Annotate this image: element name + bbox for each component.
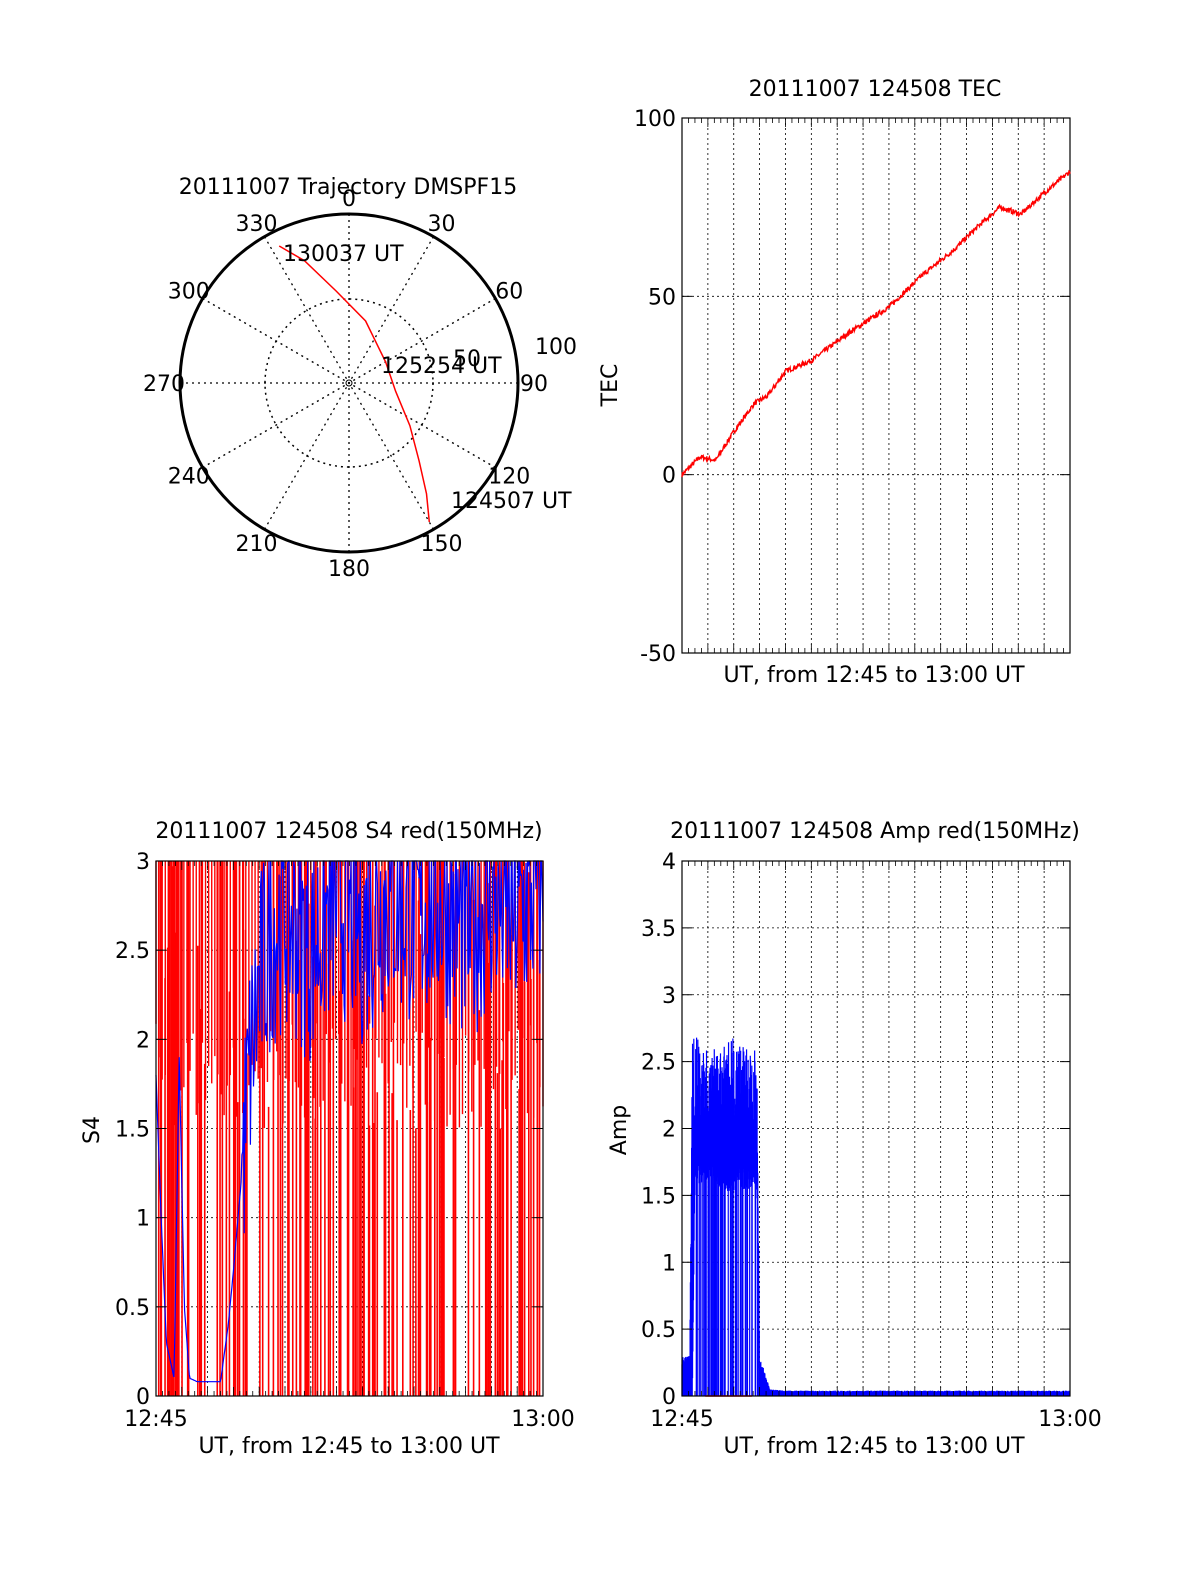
y-tick-label: -50 [640, 642, 676, 667]
polar-angle-label: 90 [520, 372, 548, 397]
y-tick-label: 1 [662, 1251, 676, 1276]
y-tick-label: 50 [648, 285, 676, 310]
polar-angle-label: 300 [168, 280, 210, 305]
trajectory-track [278, 245, 431, 523]
polar-angle-label: 210 [236, 532, 278, 557]
y-tick-label: 4 [662, 850, 676, 875]
s4-chart: 20111007 124508 S4 red(150MHz) 3 2.5 2 1.5 1… [80, 819, 575, 1459]
y-tick-label: 100 [634, 107, 676, 132]
y-tick-label: 3 [136, 850, 150, 875]
y-tick-label: 1.5 [641, 1184, 676, 1209]
polar-angle-labels: 0 30 60 90 120 150 180 210 240 270 300 330 [143, 187, 548, 582]
tec-grid [682, 118, 1070, 653]
y-tick-label: 0 [662, 1385, 676, 1410]
polar-spokes [180, 214, 518, 552]
y-tick-label: 3 [662, 984, 676, 1009]
polar-angle-label: 330 [236, 212, 278, 237]
y-tick-label: 2 [662, 1118, 676, 1143]
polar-spoke [263, 236, 435, 530]
trajectory-chart: 20111007 Trajectory DMSPF15 0 30 60 90 120 15… [143, 175, 577, 582]
y-tick-label: 2 [136, 1028, 150, 1053]
trajectory-label-start: 124507 UT [451, 489, 572, 514]
polar-angle-label: 240 [168, 465, 210, 490]
tec-title: 20111007 124508 TEC [749, 77, 1002, 102]
tec-chart: 20111007 124508 TEC 100 50 0 -50 TEC UT, fr… [598, 77, 1071, 688]
amp-blue-series [681, 1037, 1071, 1396]
tec-ticks: 100 50 0 -50 [634, 107, 1071, 667]
y-tick-label: 2.5 [641, 1051, 676, 1076]
polar-angle-label: 60 [495, 280, 523, 305]
s4-ylabel: S4 [80, 1116, 105, 1144]
y-tick-label: 0 [662, 464, 676, 489]
amp-xlabel: UT, from 12:45 to 13:00 UT [723, 1434, 1025, 1459]
polar-radial-label-100: 100 [535, 335, 577, 360]
y-tick-label: 2.5 [115, 939, 150, 964]
trajectory-label-mid: 125254 UT [381, 354, 502, 379]
tec-ylabel: TEC [598, 364, 623, 408]
polar-angle-label: 120 [488, 465, 530, 490]
polar-angle-label: 30 [428, 212, 456, 237]
s4-blue-series [155, 860, 544, 1383]
s4-red-series [155, 861, 544, 1396]
y-tick-label: 0.5 [641, 1318, 676, 1343]
s4-xtick-start: 12:45 [124, 1407, 187, 1432]
y-tick-label: 0.5 [115, 1296, 150, 1321]
y-tick-label: 1.5 [115, 1118, 150, 1143]
polar-angle-label: 180 [328, 557, 370, 582]
s4-title: 20111007 124508 S4 red(150MHz) [155, 819, 542, 844]
tec-series-line [681, 169, 1071, 478]
s4-ticks: 3 2.5 2 1.5 1 0.5 0 [115, 850, 544, 1410]
s4-xtick-end: 13:00 [511, 1407, 574, 1432]
amp-chart: 20111007 124508 Amp red(150MHz) 4 3.5 3 2.5… [607, 819, 1102, 1459]
y-tick-label: 0 [136, 1385, 150, 1410]
polar-radial-label-50: 50 [453, 347, 481, 372]
polar-angle-label: 0 [342, 187, 356, 212]
trajectory-label-end: 130037 UT [283, 242, 404, 267]
y-tick-label: 3.5 [641, 917, 676, 942]
polar-angle-label: 270 [143, 372, 185, 397]
y-tick-label: 1 [136, 1207, 150, 1232]
tec-xlabel: UT, from 12:45 to 13:00 UT [723, 663, 1025, 688]
tec-plot-frame [681, 117, 1071, 654]
polar-center [345, 379, 353, 387]
trajectory-title: 20111007 Trajectory DMSPF15 [179, 175, 517, 200]
amp-xtick-start: 12:45 [650, 1407, 713, 1432]
amp-title: 20111007 124508 Amp red(150MHz) [670, 819, 1080, 844]
amp-ylabel: Amp [607, 1105, 632, 1155]
polar-angle-label: 150 [421, 532, 463, 557]
amp-ticks: 4 3.5 3 2.5 2 1.5 1 0.5 0 [641, 850, 1071, 1410]
s4-xlabel: UT, from 12:45 to 13:00 UT [198, 1434, 500, 1459]
amp-xtick-end: 13:00 [1038, 1407, 1101, 1432]
